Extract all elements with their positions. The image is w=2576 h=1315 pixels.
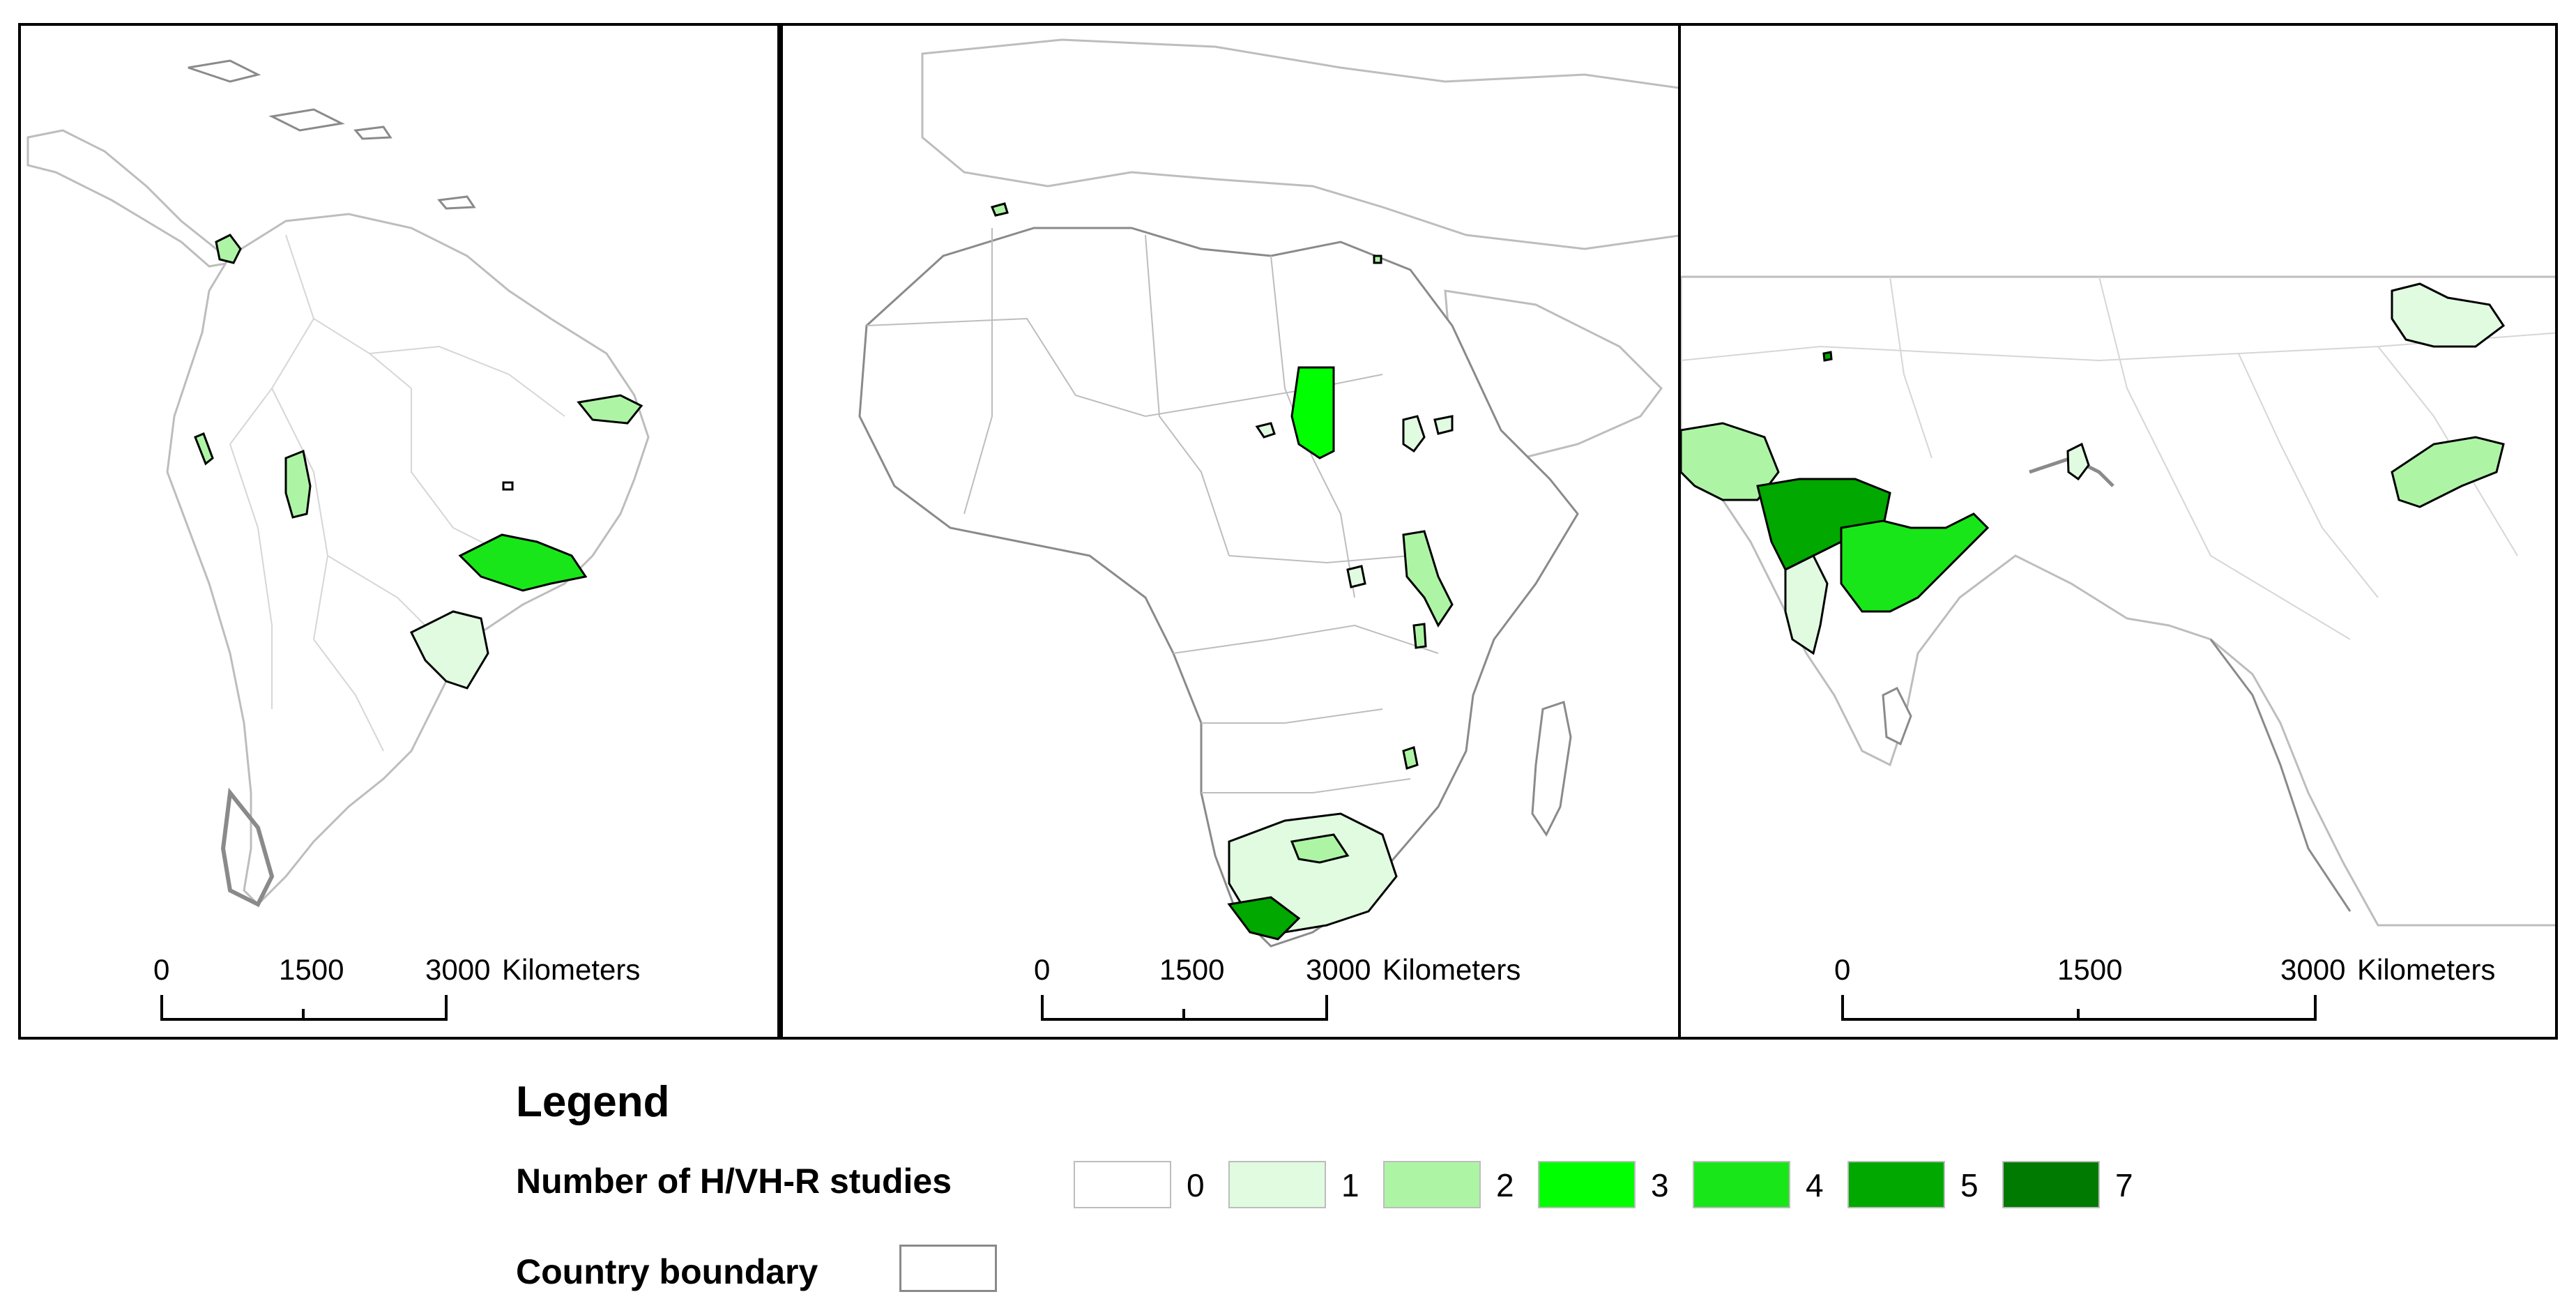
region-north-china: [2391, 282, 2506, 348]
scale-label-0: 0: [1834, 953, 1851, 986]
scale-bar-africa: 0 1500 3000 Kilometers: [1034, 953, 1529, 1030]
legend-swatch-label: 0: [1187, 1167, 1205, 1203]
map-panel-africa: 0 1500 3000 Kilometers: [780, 23, 1681, 1040]
sri-lanka: [1882, 686, 1912, 746]
region-peru: [194, 432, 214, 466]
region-kenya: [1402, 530, 1454, 628]
scale-bar-south-asia: 0 1500 3000 Kilometers: [1834, 953, 2538, 1030]
south-america-landmass: [166, 213, 650, 906]
africa-landmass: [858, 227, 1579, 948]
region-bolivia: [284, 449, 312, 519]
country-boundary-swatch: [899, 1245, 997, 1292]
legend-swatch-label: 7: [2115, 1167, 2133, 1203]
region-telangana-andhra: [1840, 512, 1990, 613]
region-south-china: [2391, 436, 2505, 508]
scale-label-0: 0: [153, 953, 170, 986]
madagascar: [1531, 701, 1572, 837]
scale-bar-south-america: 0 1500 3000 Kilometers: [153, 953, 640, 1030]
legend-swatch-5: [1847, 1161, 1945, 1208]
legend-swatch-label: 1: [1341, 1167, 1359, 1203]
region-meghalaya: [2066, 442, 2090, 481]
region-karnataka: [1784, 554, 1829, 655]
europe-landmass: [921, 38, 1678, 250]
scale-unit: Kilometers: [502, 953, 641, 986]
map-panel-south-america: 0 1500 3000 Kilometers: [18, 23, 780, 1040]
southeast-asia-coast: [2209, 639, 2352, 912]
legend-swatch-1: [1228, 1161, 1326, 1208]
scale-label-3000: 3000: [2280, 953, 2346, 986]
legend-title: Legend: [516, 1078, 670, 1126]
patagonia-coast: [220, 787, 275, 908]
scale-bar-line: [1841, 995, 2317, 1021]
legend-boundary-label: Country boundary: [516, 1252, 818, 1291]
region-central-african: [1255, 422, 1276, 439]
legend-swatch-label: 5: [1960, 1167, 1979, 1203]
caribbean-islands: [188, 59, 476, 210]
region-morocco: [990, 202, 1009, 217]
legend-swatch-label: 4: [1806, 1167, 1824, 1203]
region-chad: [1290, 366, 1335, 459]
region-ethiopia-east: [1433, 415, 1454, 435]
region-tanzania: [1412, 623, 1427, 649]
region-northeast-brazil: [577, 394, 643, 425]
africa-map: [858, 38, 1678, 948]
scale-label-1500: 1500: [2057, 953, 2123, 986]
region-sao-paulo: [458, 533, 588, 592]
scale-bar-line: [160, 995, 448, 1021]
region-uganda: [1346, 565, 1366, 588]
central-america-landmass: [26, 129, 233, 268]
region-western-cape: [1227, 896, 1301, 941]
map-panel-south-asia: 0 1500 3000 Kilometers: [1678, 23, 2558, 1040]
internal-boundaries: [229, 234, 565, 752]
south-america-map: [26, 59, 650, 908]
scale-label-3000: 3000: [425, 953, 491, 986]
asia-internal-boundaries: [1681, 276, 2555, 640]
south-asia-map: [1681, 275, 2555, 927]
region-mozambique: [1402, 746, 1419, 770]
scale-label-1500: 1500: [279, 953, 344, 986]
region-colombia: [215, 234, 242, 264]
legend-swatch-label: 3: [1651, 1167, 1669, 1203]
region-egypt-delta: [1373, 254, 1382, 264]
region-punjab: [1822, 351, 1833, 362]
region-rio-grande-do-sul: [409, 610, 489, 690]
scale-unit: Kilometers: [1382, 953, 1521, 986]
legend-studies-label: Number of H/VH-R studies: [516, 1162, 952, 1201]
legend-swatch-2: [1383, 1161, 1481, 1208]
scale-label-0: 0: [1034, 953, 1051, 986]
scale-label-3000: 3000: [1306, 953, 1371, 986]
legend-swatch-label: 2: [1496, 1167, 1514, 1203]
legend-swatch-0: [1074, 1161, 1171, 1208]
legend-swatch-4: [1693, 1161, 1790, 1208]
region-ethiopia-north: [1402, 415, 1426, 453]
scale-bar-line: [1041, 995, 1328, 1021]
region-gujarat: [1681, 422, 1780, 501]
region-minas: [502, 481, 514, 491]
legend-swatch-7: [2002, 1161, 2100, 1208]
scale-label-1500: 1500: [1159, 953, 1225, 986]
region-gauteng: [1290, 833, 1350, 864]
scale-unit: Kilometers: [2357, 953, 2496, 986]
legend-swatch-3: [1538, 1161, 1636, 1208]
